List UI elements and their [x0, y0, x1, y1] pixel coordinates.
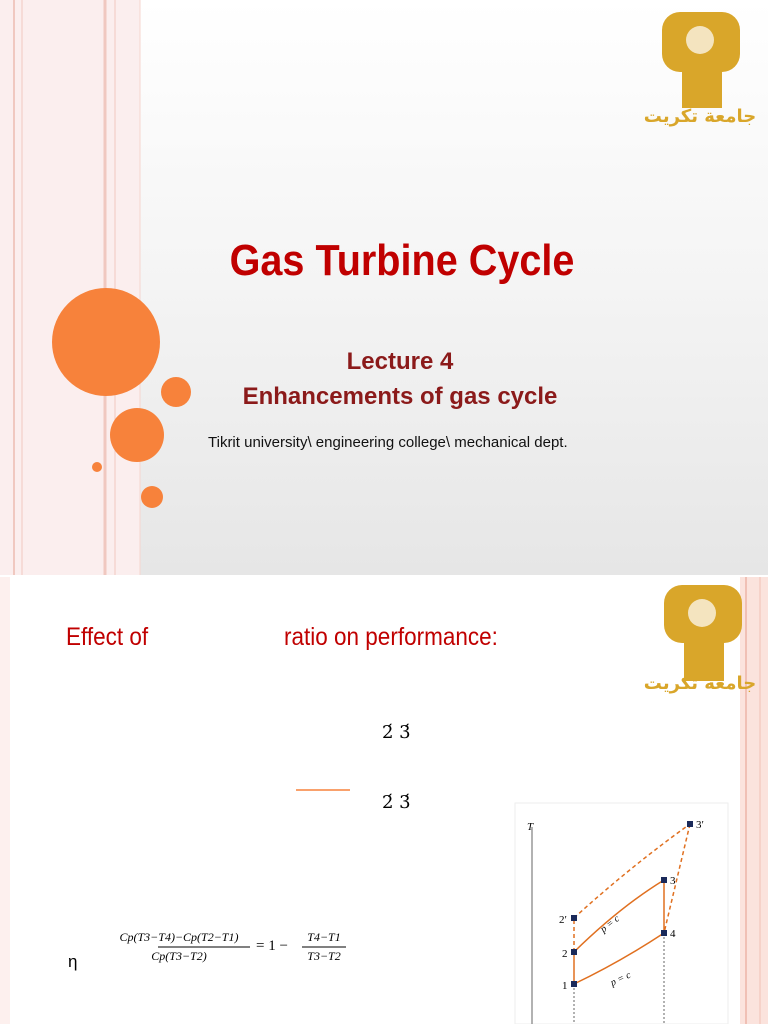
circle	[52, 288, 160, 396]
circle	[92, 462, 102, 472]
formula-numerator: Cp(T3−T4)−Cp(T2−T1)	[119, 930, 239, 944]
right-band	[740, 577, 768, 1024]
lecture: Lecture 4	[346, 348, 454, 375]
point-label: 1	[562, 980, 568, 992]
circle	[141, 486, 163, 508]
eta: η	[68, 952, 78, 971]
logo-text: جامعة تكريت	[644, 673, 756, 694]
heading-right: ratio on performance:	[284, 623, 498, 651]
slide-1: جامعة تكريت Gas Turbine Cycle Lecture 4 …	[0, 0, 768, 575]
formula-equals: = 1 −	[256, 938, 288, 954]
marks: 2́ 3́	[382, 722, 411, 743]
point-label: 3′	[696, 819, 704, 831]
circle	[110, 408, 164, 462]
logo	[664, 585, 742, 681]
formula-right-denominator: T3−T2	[307, 949, 341, 963]
point-label: 3	[670, 875, 676, 887]
affiliation: Tikrit university\ engineering college\ …	[208, 434, 568, 451]
logo-text: جامعة تكريت	[644, 106, 756, 127]
marks: 2́ 3́	[382, 792, 411, 813]
formula-right-numerator: T4−T1	[307, 930, 341, 944]
stripe-band	[0, 0, 140, 575]
ts-diagram	[514, 802, 729, 1024]
title: Gas Turbine Cycle	[229, 236, 575, 285]
axis-label: T	[527, 821, 534, 833]
slide-2-decor: جامعة تكريت T 1 2 2′ 3 3′ 4 p = c p = c	[0, 577, 768, 1024]
logo	[662, 12, 740, 108]
subtitle: Enhancements of gas cycle	[242, 383, 558, 410]
circle	[161, 377, 191, 407]
formula-denominator: Cp(T3−T2)	[151, 949, 207, 963]
left-band	[0, 577, 10, 1024]
point-label: 4	[670, 928, 676, 940]
point-label: 2	[562, 948, 568, 960]
slide-2: جامعة تكريت T 1 2 2′ 3 3′ 4 p = c p = c …	[0, 577, 768, 1024]
slide-1-decor: جامعة تكريت	[0, 0, 756, 575]
point-label: 2′	[559, 914, 567, 926]
heading-left: Effect of	[66, 623, 149, 651]
